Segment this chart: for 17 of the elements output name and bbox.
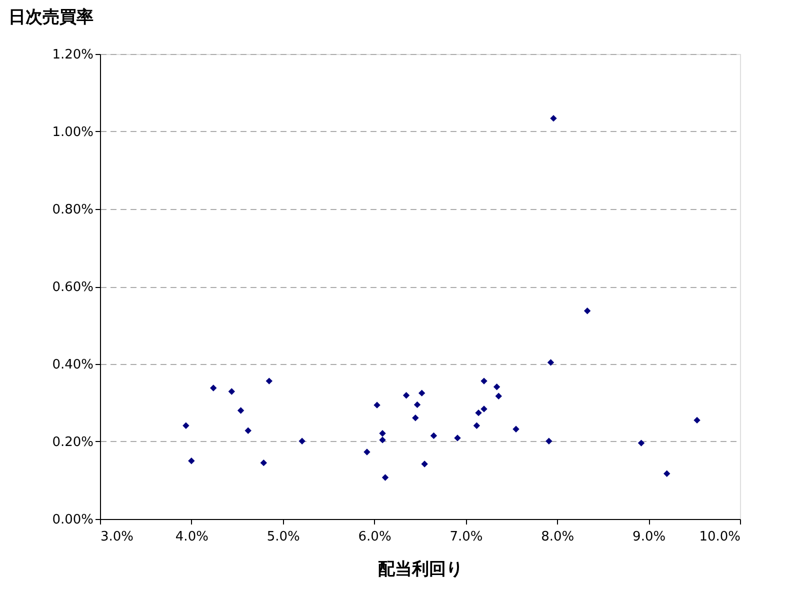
x-tick-label: 6.0% bbox=[358, 530, 392, 544]
y-tick-label: 0.80% bbox=[52, 202, 94, 218]
x-axis-title: 配当利回り bbox=[378, 560, 463, 580]
y-tick-label: 0.60% bbox=[52, 280, 94, 295]
x-tick-label: 5.0% bbox=[266, 530, 300, 544]
x-tick-label: 10.0% bbox=[699, 530, 740, 544]
y-tick-label: 1.00% bbox=[52, 125, 94, 140]
x-tick-label: 7.0% bbox=[450, 530, 483, 544]
x-tick-label: 4.0% bbox=[175, 530, 208, 544]
y-axis-title: 日次売買率 bbox=[8, 8, 94, 28]
y-tick-label: 1.20% bbox=[52, 48, 94, 62]
y-tick-label: 0.40% bbox=[52, 358, 94, 372]
x-tick-label: 9.0% bbox=[632, 530, 666, 544]
y-tick-label: 0.20% bbox=[52, 435, 94, 450]
y-tick-label: 0.00% bbox=[52, 512, 94, 528]
x-tick-label: 8.0% bbox=[541, 530, 574, 544]
x-tick-label: 3.0% bbox=[100, 530, 134, 544]
